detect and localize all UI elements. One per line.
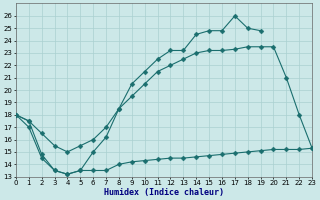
X-axis label: Humidex (Indice chaleur): Humidex (Indice chaleur): [104, 188, 224, 197]
